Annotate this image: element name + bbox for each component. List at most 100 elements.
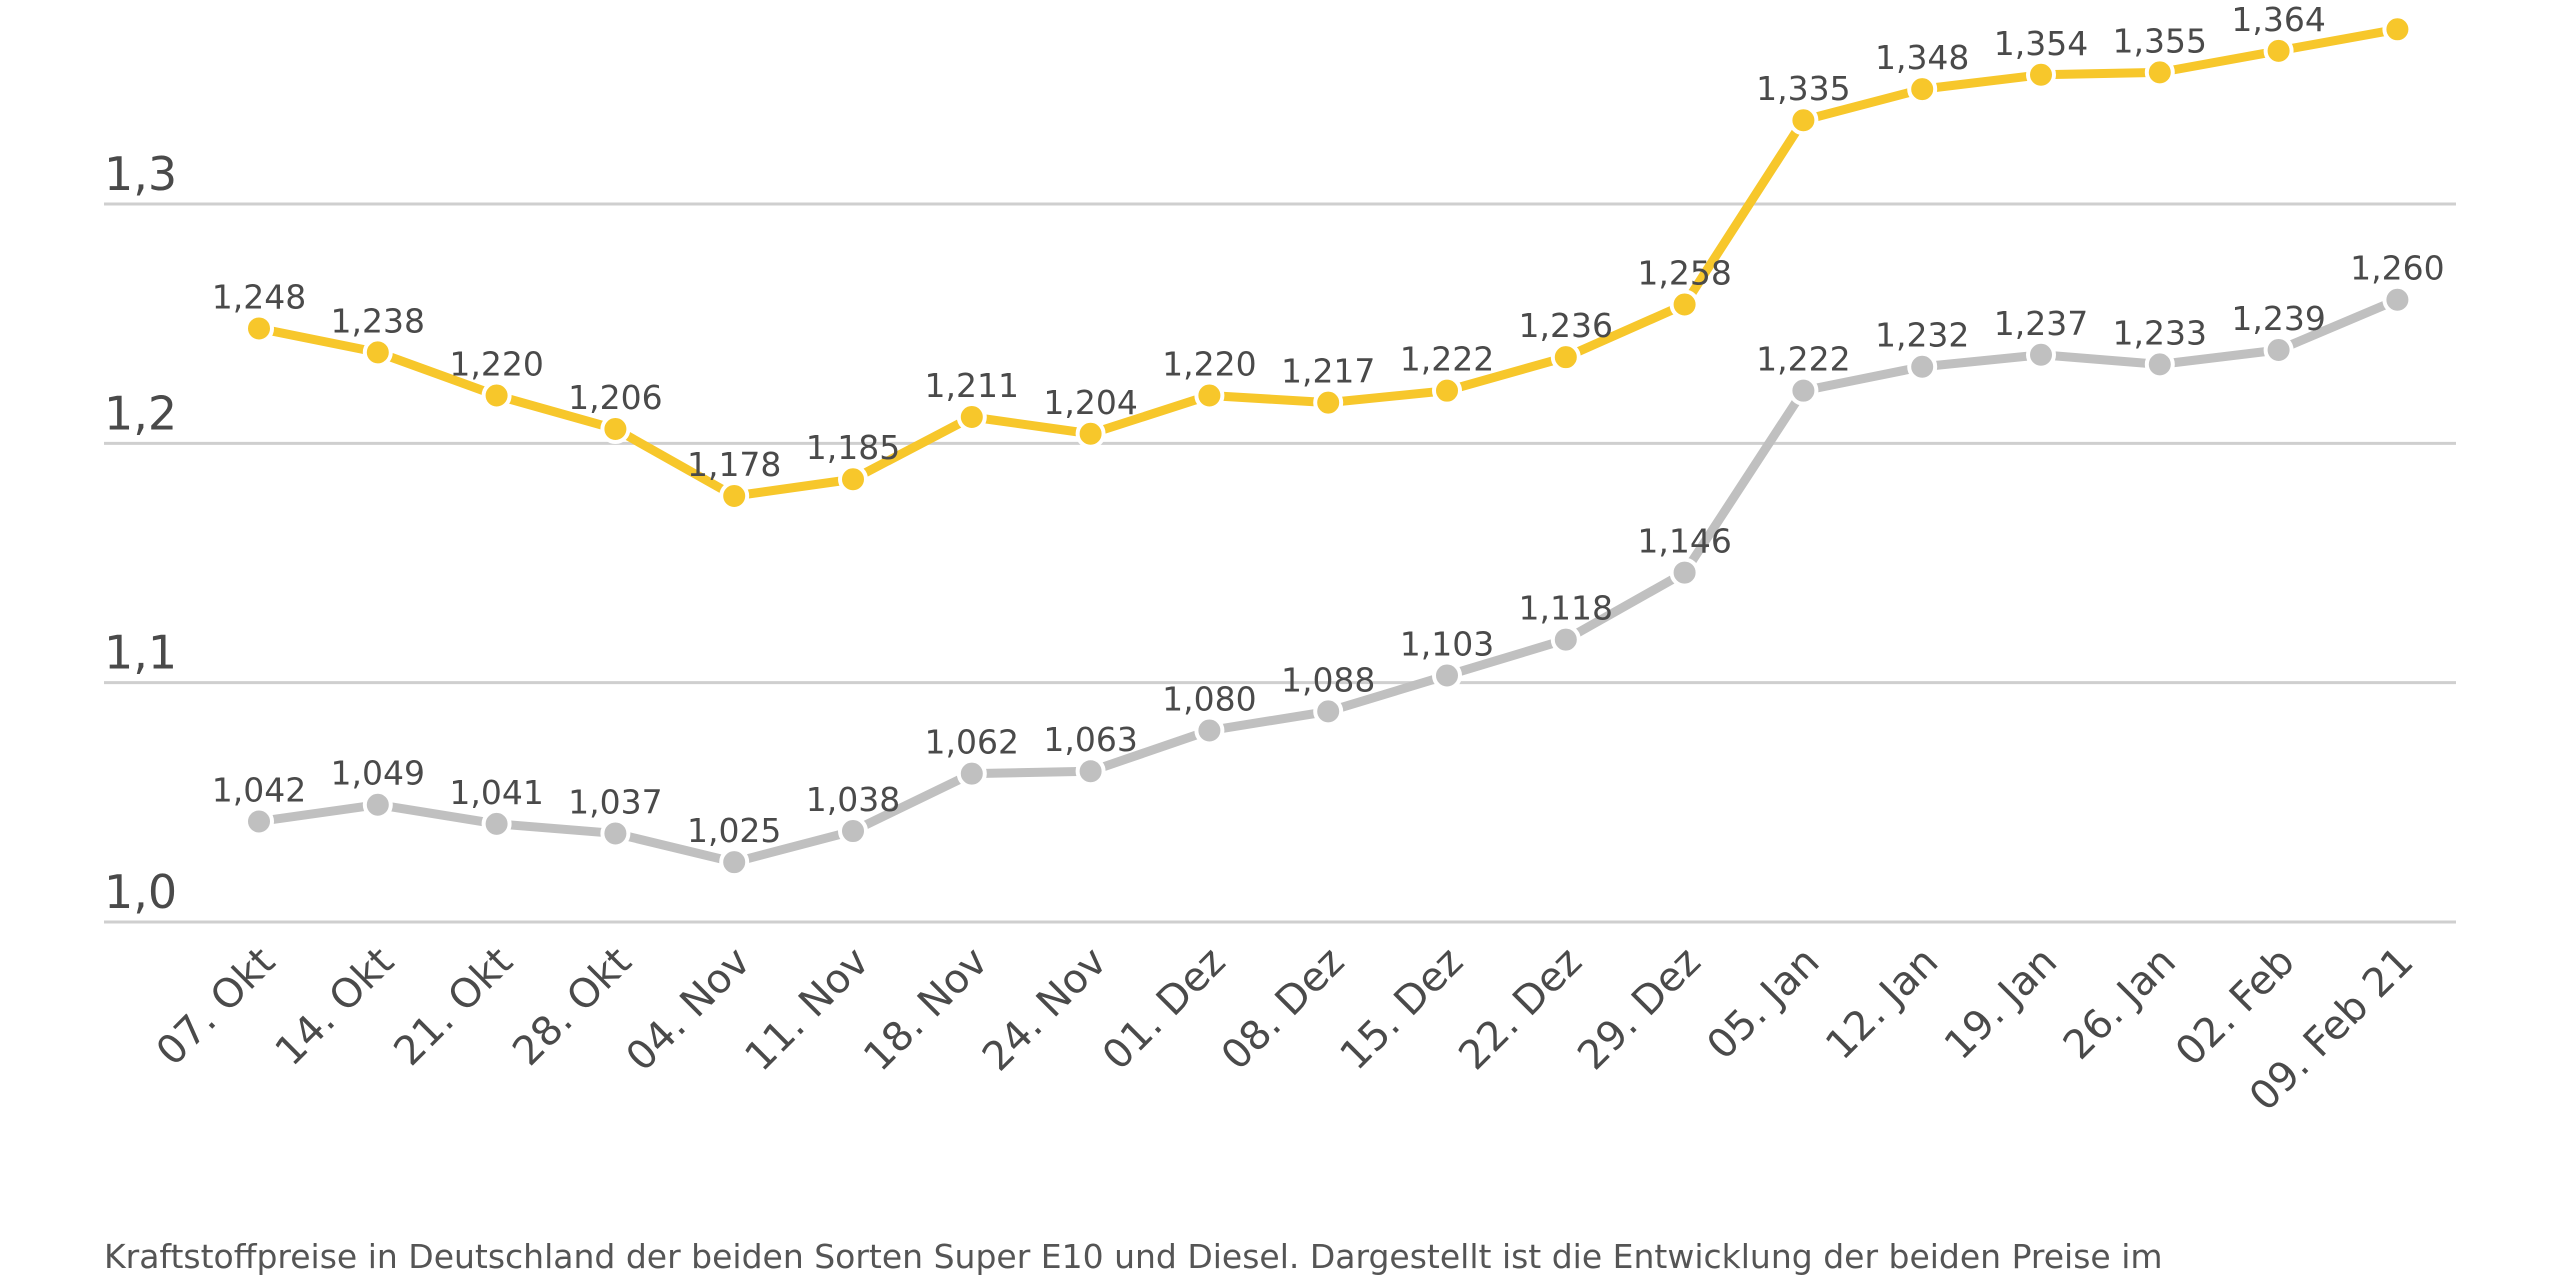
data-point [1550,624,1581,655]
chart-caption: Kraftstoffpreise in Deutschland der beid… [104,1237,2163,1276]
data-label: 1,185 [806,428,900,467]
data-point [2144,57,2175,88]
data-label: 1,146 [1637,522,1731,561]
data-label: 1,239 [2231,299,2325,338]
x-tick-label: 26. Jan [2055,939,2185,1069]
y-tick-label: 1,2 [104,386,177,440]
data-point [1550,342,1581,373]
data-point [2263,334,2294,365]
data-label: 1,206 [568,378,662,417]
x-tick-label: 24. Nov [974,939,1116,1081]
y-tick-label: 1,1 [104,626,177,680]
data-label: 1,118 [1519,589,1613,628]
data-point [2026,339,2056,370]
data-point [1313,387,1344,418]
data-point [1669,289,1700,320]
data-point [2263,35,2294,66]
data-label: 1,236 [1519,306,1613,345]
data-label: 1,260 [2350,249,2444,288]
data-point [362,789,393,820]
data-point [1075,756,1106,787]
data-label: 1,220 [1162,344,1256,383]
data-point [1907,74,1938,105]
data-point [481,808,512,839]
data-label: 1,178 [687,445,781,484]
data-point [481,380,512,411]
x-tick-label: 15. Dez [1332,939,1473,1080]
data-label: 1,348 [1875,38,1969,77]
x-tick-label: 18. Nov [855,939,997,1081]
series-diesel: 1,042 1,049 1,041 1,037 1,025 1,038 1,062 1,063… [212,249,2445,878]
data-label: 1,041 [449,773,543,812]
x-tick-label: 12. Jan [1817,939,1947,1069]
data-point [1194,715,1225,746]
data-label: 1,088 [1281,660,1375,699]
x-tick-label: 05. Jan [1698,939,1828,1069]
x-tick-label: 04. Nov [618,939,760,1081]
data-point [1432,375,1462,406]
data-point [1788,375,1819,406]
x-tick-label: 28. Okt [504,939,640,1075]
x-tick-label: 08. Dez [1213,939,1354,1080]
data-label: 1,063 [1043,720,1137,759]
x-tick-label: 11. Nov [736,939,878,1081]
x-tick-label: 19. Jan [1936,939,2066,1069]
data-label: 1,237 [1994,304,2088,343]
series-super-e10: 1,248 1,238 1,220 1,206 1,178 1,185 1,211 1,204… [212,0,2413,511]
data-label: 1,211 [925,366,1019,405]
y-tick-label: 1,0 [104,865,177,919]
x-tick-label: 29. Dez [1569,939,1710,1080]
data-point [2382,284,2413,315]
data-point [838,816,868,847]
data-point [244,806,274,837]
data-point [838,464,868,495]
grid-group: 1,0 1,1 1,2 1,3 [104,147,2456,924]
data-label: 1,042 [212,770,306,809]
data-point [1313,696,1344,727]
data-label: 1,062 [925,723,1019,762]
data-label: 1,038 [806,780,900,819]
data-label: 1,258 [1637,254,1731,293]
data-point [1907,351,1938,382]
data-point [600,413,631,444]
data-point [719,847,750,878]
data-label: 1,025 [687,811,781,850]
x-tick-label: 14. Okt [267,939,403,1075]
data-point [1788,105,1819,136]
x-tick-label: 01. Dez [1094,939,1235,1080]
x-tick-label: 21. Okt [385,939,521,1075]
data-point [2382,14,2413,45]
data-label: 1,204 [1043,383,1137,422]
data-label: 1,222 [1400,340,1494,379]
data-label: 1,103 [1400,624,1494,663]
data-label: 1,037 [568,782,662,821]
series-line [254,24,2402,501]
data-label: 1,354 [1994,24,2088,63]
data-label: 1,238 [331,301,425,340]
data-label: 1,355 [2113,21,2207,60]
data-point [244,313,274,344]
data-point [600,818,631,849]
data-point [1432,660,1462,691]
data-point [1194,380,1225,411]
data-point [719,480,750,511]
data-point [1669,557,1700,588]
data-point [2144,349,2175,380]
y-tick-label: 1,3 [104,147,177,201]
data-label: 1,080 [1162,680,1256,719]
data-point [1075,418,1106,449]
x-tick-label: 07. Okt [148,939,284,1075]
data-label: 1,233 [2113,313,2207,352]
data-point [956,402,987,433]
data-label: 1,364 [2231,0,2325,39]
x-tick-label: 22. Dez [1450,939,1591,1080]
data-label: 1,220 [449,344,543,383]
data-label: 1,335 [1756,69,1850,108]
data-label: 1,217 [1281,352,1375,391]
data-point [362,337,393,368]
data-label: 1,049 [331,754,425,793]
data-label: 1,222 [1756,340,1850,379]
data-label: 1,232 [1875,316,1969,355]
